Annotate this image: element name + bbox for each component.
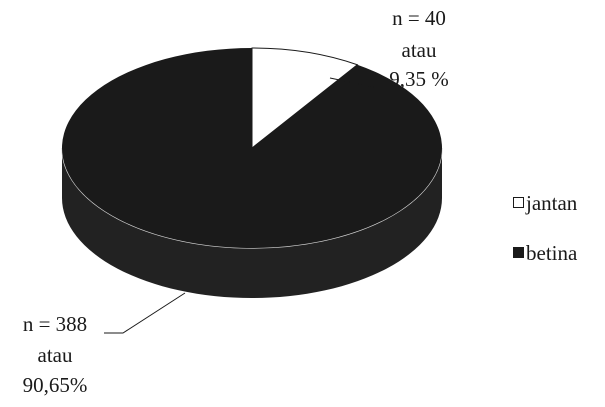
data-label-betina: n = 388 atau 90,65% xyxy=(23,312,88,397)
pie-side-betina xyxy=(62,148,442,298)
leader-line-jantan xyxy=(329,77,384,89)
data-label-betina-line-3: 90,65% xyxy=(23,373,88,397)
legend-label-betina: betina xyxy=(526,241,578,265)
pie-layer xyxy=(61,47,443,298)
pie-slice-jantan xyxy=(251,47,359,150)
leader-line-betina xyxy=(104,292,186,334)
legend-swatch-betina xyxy=(513,247,524,258)
data-label-jantan-line-1: n = 40 xyxy=(392,6,446,30)
pie-slice-betina xyxy=(62,48,443,249)
data-label-jantan-line-3: 9,35 % xyxy=(389,67,449,91)
data-label-betina-line-2: atau xyxy=(38,343,73,367)
data-label-betina-line-1: n = 388 xyxy=(23,312,87,336)
data-label-jantan-line-2: atau xyxy=(402,38,437,62)
legend-swatch-jantan xyxy=(513,197,524,208)
legend-label-jantan: jantan xyxy=(526,191,578,215)
data-label-jantan: n = 40 atau 9,35 % xyxy=(389,6,449,91)
